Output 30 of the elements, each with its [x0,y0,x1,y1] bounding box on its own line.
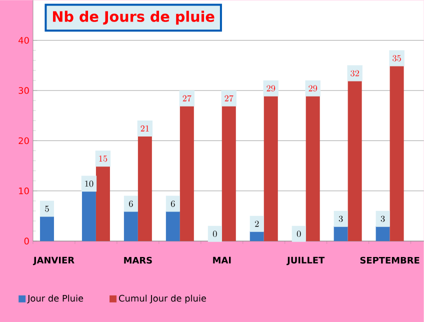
x-tick-label: JUILLET [286,256,325,266]
y-tick-label: 40 [18,36,29,44]
y-tick-label: 0 [24,238,29,244]
x-tick-label: MAI [213,256,231,264]
data-label: 35 [392,55,401,62]
data-label: 27 [224,95,234,102]
data-label: 3 [338,216,343,222]
legend-label: Cumul Jour de pluie [119,294,206,304]
x-tick-label: JANVIER [32,256,74,266]
data-label: 21 [140,125,149,132]
y-tick-label: 30 [18,87,29,94]
y-tick-label: 10 [19,187,29,194]
legend-label: Jour de Pluie [27,294,84,304]
data-label: 29 [308,85,318,92]
x-tick-label: SEPTEMBRE [360,256,420,264]
data-label: 6 [129,200,133,207]
y-tick-label: 20 [18,137,29,144]
data-label: 2 [255,220,259,227]
data-label: 0 [296,230,301,237]
data-label: 5 [45,206,49,212]
data-label: 6 [171,200,175,207]
text: Nb de Jours de pluie [53,10,214,25]
data-label: 3 [380,216,385,222]
data-label: 29 [266,85,276,92]
data-label: 10 [85,180,94,187]
data-label: 15 [99,156,108,162]
data-label: 27 [182,95,192,102]
data-label: 0 [212,230,217,237]
x-tick-label: MARS [124,256,152,264]
data-label: 32 [350,70,359,76]
